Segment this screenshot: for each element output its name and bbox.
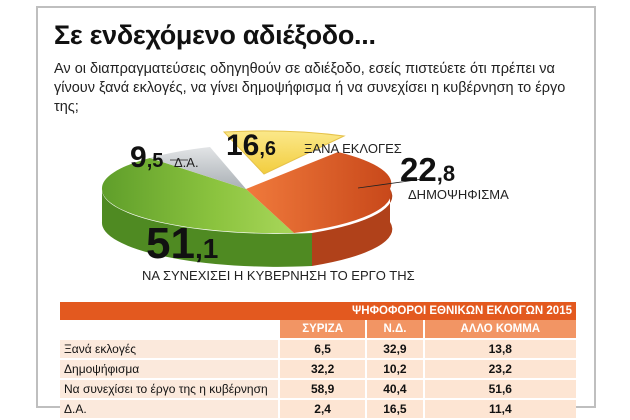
cell-value: 6,5 — [277, 338, 367, 359]
label-na: Δ.Α. — [174, 155, 199, 170]
pie-slice-referendum — [246, 152, 392, 233]
pie-side-orange — [312, 189, 393, 266]
pie-side-green — [101, 189, 312, 267]
pie-chart: 9,5 Δ.Α. 16,6 ΞΑΝΑ ΕΚΛΟΓΕΣ 22,8 ΔΗΜΟΨΗΦΙ… — [101, 129, 509, 283]
cell-value: 58,9 — [277, 378, 367, 399]
cell-value: 40,4 — [365, 378, 424, 399]
table-row: Ξανά εκλογές 6,5 32,9 13,8 — [60, 338, 576, 359]
col-other: ΑΛΛΟ ΚΟΜΜΑ — [422, 320, 576, 339]
col-nd: Ν.Δ. — [365, 320, 424, 339]
cell-value: 32,2 — [277, 358, 367, 379]
pie-slice-elections — [222, 130, 346, 175]
cell-value: 23,2 — [422, 358, 576, 379]
col-syriza: ΣΥΡΙΖΑ — [277, 320, 367, 339]
row-label: Δημοψήφισμα — [60, 358, 279, 379]
table-title: ΨΗΦΟΦΟΡΟΙ ΕΘΝΙΚΩΝ ΕΚΛΟΓΩΝ 2015 — [60, 302, 576, 320]
cell-value: 11,4 — [422, 398, 576, 418]
label-referendum: ΔΗΜΟΨΗΦΙΣΜΑ — [408, 187, 509, 202]
cell-value: 13,8 — [422, 338, 576, 359]
value-continue: 51,1 — [146, 219, 218, 268]
row-label: Ξανά εκλογές — [60, 338, 279, 359]
table-corner — [60, 320, 279, 339]
row-label: Να συνεχίσει το έργο της η κυβέρνηση — [60, 378, 279, 399]
value-na: 9,5 — [130, 141, 163, 174]
leader-line-referendum — [357, 177, 431, 189]
label-continue: ΝΑ ΣΥΝΕΧΙΣΕΙ Η ΚΥΒΕΡΝΗΣΗ ΤΟ ΕΡΓΟ ΤΗΣ — [142, 268, 415, 283]
infographic-frame: Σε ενδεχόμενο αδιέξοδο... Αν οι διαπραγμ… — [36, 6, 596, 418]
row-label: Δ.Α. — [60, 398, 279, 418]
page-title: Σε ενδεχόμενο αδιέξοδο... — [54, 20, 376, 50]
label-elections: ΞΑΝΑ ΕΚΛΟΓΕΣ — [304, 141, 402, 156]
cell-value: 51,6 — [422, 378, 576, 399]
value-referendum: 22,8 — [400, 151, 455, 188]
cell-value: 2,4 — [277, 398, 367, 418]
voters-table: ΨΗΦΟΦΟΡΟΙ ΕΘΝΙΚΩΝ ΕΚΛΟΓΩΝ 2015 ΣΥΡΙΖΑ Ν.… — [60, 302, 576, 418]
value-elections: 16,6 — [226, 129, 276, 162]
question-text: Αν οι διαπραγματεύσεις οδηγηθούν σε αδιέ… — [54, 61, 566, 115]
table-row: Δ.Α. 2,4 16,5 11,4 — [60, 398, 576, 418]
pie-slice-na — [150, 147, 246, 189]
cell-value: 32,9 — [365, 338, 424, 359]
cell-value: 10,2 — [365, 358, 424, 379]
pie-slice-continue — [101, 158, 294, 234]
table-row: Να συνεχίσει το έργο της η κυβέρνηση 58,… — [60, 378, 576, 399]
cell-value: 16,5 — [365, 398, 424, 418]
table-row: Δημοψήφισμα 32,2 10,2 23,2 — [60, 358, 576, 379]
